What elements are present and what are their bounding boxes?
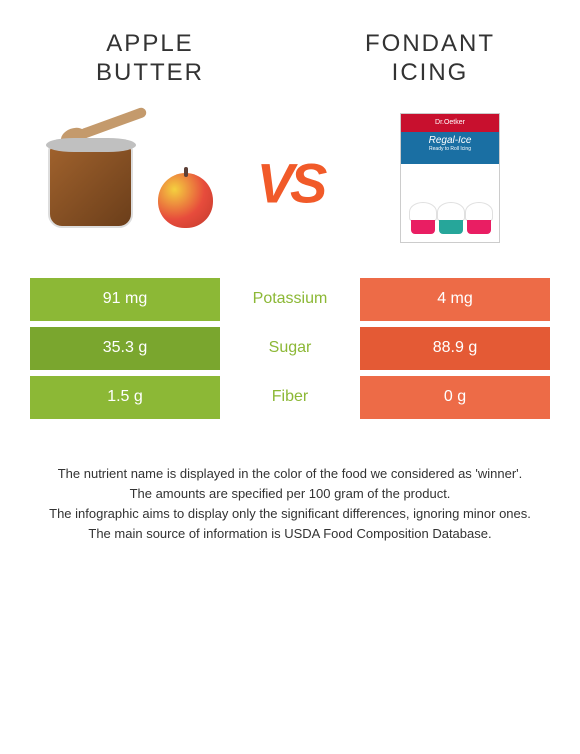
title-right-line2: icing [392,59,469,86]
cupcake-icon [409,202,437,234]
box-product: Regal-Ice [429,135,472,146]
footer-line: The nutrient name is displayed in the co… [30,465,550,483]
nutrient-name: Sugar [220,327,360,370]
title-right: Fondant icing [330,30,530,88]
comparison-table: 91 mgPotassium4 mg35.3 gSugar88.9 g1.5 g… [30,278,550,425]
footer-line: The main source of information is USDA F… [30,525,550,543]
value-right: 88.9 g [360,327,550,370]
cupcake-icon [465,202,493,234]
title-left-line2: butter [96,59,204,86]
table-row: 91 mgPotassium4 mg [30,278,550,327]
jar-icon [48,128,148,228]
vs-label: VS [257,150,324,215]
value-left: 1.5 g [30,376,220,419]
box-brand: Dr.Oetker [401,114,499,132]
nutrient-name: Potassium [220,278,360,321]
title-right-line1: Fondant [365,30,495,57]
value-left: 91 mg [30,278,220,321]
box-sub: Ready to Roll Icing [401,146,499,152]
title-left-line1: Apple [106,30,193,57]
cupcake-group [409,202,491,234]
value-right: 0 g [360,376,550,419]
title-left: Apple butter [50,30,250,88]
value-left: 35.3 g [30,327,220,370]
fondant-box-illustration: Dr.Oetker Regal-Ice Ready to Roll Icing [400,113,500,243]
nutrient-name: Fiber [220,376,360,419]
images-row: VS Dr.Oetker Regal-Ice Ready to Roll Ici… [0,98,580,268]
apple-icon [158,173,213,228]
value-right: 4 mg [360,278,550,321]
apple-butter-illustration [48,128,213,228]
table-row: 35.3 gSugar88.9 g [30,327,550,376]
image-right: Dr.Oetker Regal-Ice Ready to Roll Icing [360,108,540,248]
spoon-icon [78,106,147,139]
footer-line: The infographic aims to display only the… [30,505,550,523]
box-product-area: Regal-Ice Ready to Roll Icing [401,132,499,164]
cupcake-icon [437,202,465,234]
image-left [40,108,220,248]
footer-line: The amounts are specified per 100 gram o… [30,485,550,503]
footer-text: The nutrient name is displayed in the co… [0,425,580,544]
header: Apple butter Fondant icing [0,0,580,98]
table-row: 1.5 gFiber0 g [30,376,550,425]
